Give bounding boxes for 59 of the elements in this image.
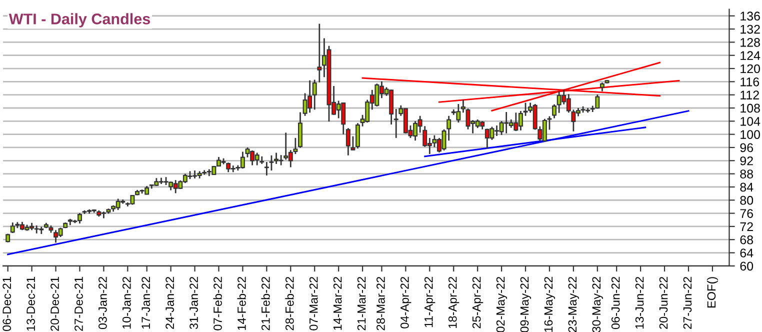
- x-tick-label: 07-Feb-22: [213, 276, 222, 330]
- y-tick-label: 100: [740, 130, 760, 139]
- y-tick-label: 76: [740, 209, 754, 218]
- x-tick-label: 28-Mar-22: [376, 276, 385, 330]
- x-tick-label: 10-Jan-22: [122, 276, 131, 329]
- x-tick-label: 30-May-22: [592, 276, 603, 332]
- x-tick-label: 28-Feb-22: [285, 276, 294, 330]
- x-tick-label: 06-Dec-21: [2, 276, 12, 332]
- x-tick-label: 14-Feb-22: [237, 276, 246, 330]
- candlestick: [552, 104, 557, 119]
- x-tick-label: 02-May-22: [496, 276, 508, 332]
- candlestick: [356, 122, 360, 150]
- x-tick-label: 27-Jun-22: [683, 276, 692, 329]
- x-tick-label: 21-Feb-22: [261, 276, 270, 330]
- y-tick-label: 136: [740, 12, 760, 21]
- x-tick-label: 11-Apr-22: [424, 276, 436, 328]
- y-tick-label: 96: [740, 143, 754, 152]
- y-tick-label: 84: [740, 182, 754, 192]
- candlestick: [460, 99, 466, 114]
- x-tick-label: 23-May-22: [568, 276, 579, 332]
- candlestick: [298, 112, 302, 149]
- y-tick-label: 128: [740, 38, 760, 47]
- x-tick-label: 03-Jan-22: [98, 276, 107, 330]
- x-tick-label: 27-Dec-21: [74, 276, 83, 331]
- x-tick-label: 20-Dec-21: [50, 276, 59, 331]
- x-tick-label: 21-Mar-22: [357, 276, 366, 330]
- x-tick-label: 14-Mar-22: [333, 276, 342, 330]
- y-tick-label: 132: [740, 24, 760, 34]
- x-tick-label: 18-Apr-22: [448, 276, 460, 328]
- candlestick: [312, 79, 317, 110]
- y-tick-label: 116: [740, 77, 760, 86]
- y-tick-label: 88: [740, 170, 754, 178]
- y-tick-label: 124: [740, 51, 760, 60]
- y-tick-label: 108: [740, 104, 760, 113]
- x-tick-label: 17-Jan-22: [142, 276, 150, 329]
- x-tick-label: 13-Jun-22: [635, 276, 644, 329]
- y-tick-label: 120: [740, 64, 760, 74]
- x-tick-label: 07-Mar-22: [309, 276, 318, 330]
- y-tick-label: 68: [740, 235, 754, 244]
- candlestick: [317, 23, 322, 84]
- y-tick-label: 112: [740, 90, 759, 100]
- y-tick-label: 92: [740, 156, 753, 166]
- y-tick-label: 104: [740, 116, 760, 126]
- x-tick-label: 04-Apr-22: [400, 276, 412, 328]
- y-tick-label: 72: [740, 222, 753, 231]
- candlestick: [269, 154, 274, 172]
- x-tick-label: EOF(): [706, 277, 718, 308]
- x-tick-label: 09-May-22: [520, 276, 532, 332]
- x-tick-label: 20-Jun-22: [659, 276, 668, 329]
- x-tick-label: 06-Jun-22: [611, 276, 620, 330]
- x-tick-label: 13-Dec-21: [26, 276, 35, 331]
- y-tick-label: 80: [740, 196, 754, 205]
- x-tick-label: 31-Jan-22: [190, 276, 198, 330]
- x-tick-label: 16-May-22: [544, 276, 555, 332]
- x-tick-label: 24-Jan-22: [166, 276, 174, 329]
- y-tick-label: 60: [740, 262, 754, 271]
- x-tick-label: 25-Apr-22: [472, 276, 484, 328]
- chart-title: WTI - Daily Candles: [8, 13, 150, 28]
- y-tick-label: 64: [740, 248, 754, 258]
